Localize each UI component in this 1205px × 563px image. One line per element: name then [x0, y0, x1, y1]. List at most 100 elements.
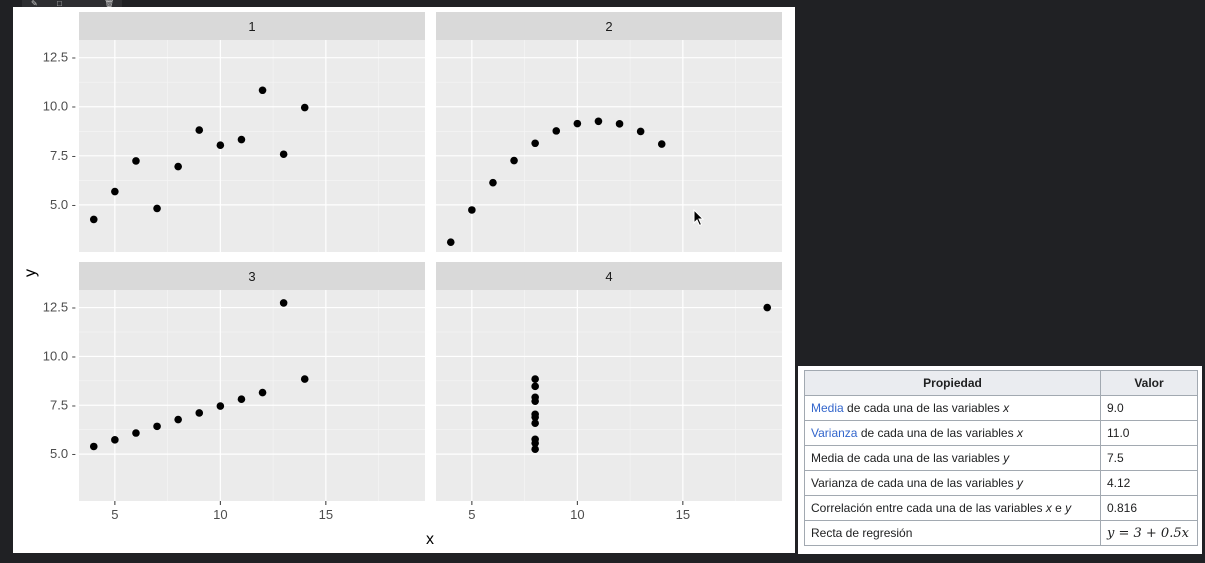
- facet-scatter-plot: 1 5.0 - 7.5 - 10.0 - 12.5 - 2 3 5.0 - 7.5 - 10.0 …: [13, 7, 795, 553]
- header-valor: Valor: [1100, 370, 1198, 396]
- square-icon[interactable]: □: [57, 0, 62, 8]
- x-axis-title: x: [426, 531, 434, 548]
- data-point: [763, 303, 772, 312]
- panel-background: [436, 40, 782, 252]
- value-cell: 9.0: [1100, 395, 1198, 421]
- mouse-cursor-icon: [693, 209, 705, 227]
- data-point: [594, 117, 603, 126]
- data-point: [111, 436, 119, 444]
- property-cell: Recta de regresión: [804, 520, 1101, 546]
- y-tick-label: 7.5 -: [50, 397, 76, 412]
- variable-name: x: [1016, 426, 1023, 440]
- x-tick-label: 15: [676, 507, 690, 522]
- data-point: [510, 156, 518, 165]
- y-tick-label: 10.0 -: [43, 99, 76, 114]
- data-point: [153, 422, 161, 431]
- property-cell: Varianza de cada una de las variables x: [804, 420, 1101, 446]
- y-tick-label: 12.5 -: [43, 50, 76, 65]
- table-row: Media de cada una de las variables y 7.5: [804, 445, 1198, 471]
- y-tick-label: 10.0 -: [43, 348, 76, 363]
- value-cell: 7.5: [1100, 445, 1198, 471]
- data-point: [531, 375, 539, 383]
- chart-svg: 1 5.0 - 7.5 - 10.0 - 12.5 - 2 3 5.0 - 7.5 - 10.0 …: [22, 12, 782, 548]
- y-axis-title: y: [22, 269, 39, 277]
- annotation-toolbar: ✎ □ 🗑: [22, 0, 122, 9]
- data-point: [195, 126, 204, 134]
- variable-name: x: [1003, 401, 1010, 415]
- data-point: [132, 429, 140, 437]
- data-point: [531, 439, 539, 447]
- facet-strip-4: [436, 262, 782, 290]
- x-tick-label: 10: [570, 507, 584, 522]
- data-point: [300, 375, 309, 383]
- value-cell: 4.12: [1100, 470, 1198, 496]
- variable-name: y: [1016, 476, 1023, 490]
- table-row: Recta de regresión y = 3 + 0.5x: [804, 520, 1198, 546]
- property-cell: Varianza de cada una de las variables y: [804, 470, 1101, 496]
- data-point: [89, 442, 98, 451]
- properties-table: Propiedad Valor Media de cada una de las…: [804, 370, 1198, 546]
- data-point: [279, 150, 288, 159]
- data-point: [531, 413, 539, 421]
- property-link[interactable]: Media: [811, 401, 844, 415]
- data-point: [531, 393, 539, 402]
- data-point: [237, 395, 246, 404]
- panel-background: [79, 290, 425, 501]
- data-point: [615, 120, 624, 128]
- variable-name: x: [1045, 501, 1052, 515]
- data-point: [258, 86, 267, 95]
- data-point: [657, 140, 666, 148]
- property-text: e: [1051, 501, 1066, 515]
- value-cell: 0.816: [1100, 495, 1198, 521]
- table-header-row: Propiedad Valor: [804, 370, 1198, 396]
- facet-strip-1: [79, 12, 425, 40]
- property-text: Correlación entre cada una de las variab…: [811, 501, 1046, 515]
- panel-background: [436, 290, 782, 501]
- facet-strip-label: 2: [605, 19, 612, 34]
- data-point: [300, 103, 309, 112]
- data-point: [531, 139, 539, 148]
- variable-name: y: [1003, 451, 1010, 465]
- property-cell: Media de cada una de las variables x: [804, 395, 1101, 421]
- property-cell: Media de cada una de las variables y: [804, 445, 1101, 471]
- value-cell: y = 3 + 0.5x: [1100, 520, 1198, 546]
- data-point: [531, 445, 539, 454]
- data-point: [573, 119, 582, 128]
- data-point: [552, 127, 561, 135]
- data-point: [89, 215, 98, 224]
- data-point: [153, 204, 161, 213]
- x-tick-label: 5: [468, 507, 475, 522]
- trash-icon[interactable]: 🗑: [104, 0, 115, 8]
- panel-background: [79, 40, 425, 252]
- property-text: Recta de regresión: [811, 526, 913, 540]
- data-point: [216, 141, 225, 150]
- data-point: [531, 419, 539, 428]
- table-row: Media de cada una de las variables x 9.0: [804, 395, 1198, 421]
- x-tick-label: 15: [319, 507, 333, 522]
- data-point: [468, 206, 476, 214]
- data-point: [111, 187, 119, 196]
- properties-table-container: Propiedad Valor Media de cada una de las…: [798, 366, 1202, 554]
- y-tick-label: 7.5 -: [50, 148, 76, 163]
- pencil-icon[interactable]: ✎: [31, 0, 38, 8]
- facet-strip-3: [79, 262, 425, 290]
- facet-strip-label: 1: [248, 19, 255, 34]
- data-point: [174, 415, 182, 424]
- data-point: [489, 178, 497, 187]
- data-point: [258, 388, 267, 397]
- property-link[interactable]: Varianza: [811, 426, 858, 440]
- data-point: [132, 157, 140, 165]
- value-cell: 11.0: [1100, 420, 1198, 446]
- property-text: de cada una de las variables: [843, 401, 1004, 415]
- y-tick-label: 5.0 -: [50, 197, 76, 212]
- x-tick-label: 5: [111, 507, 118, 522]
- facet-strip-label: 3: [248, 269, 255, 284]
- table-row: Correlación entre cada una de las variab…: [804, 495, 1198, 521]
- property-text: Media de cada una de las variables: [811, 451, 1004, 465]
- y-tick-label: 5.0 -: [50, 446, 76, 461]
- property-text: Varianza de cada una de las variables: [811, 476, 1017, 490]
- variable-name: y: [1065, 501, 1072, 515]
- data-point: [216, 402, 225, 410]
- data-point: [531, 382, 539, 391]
